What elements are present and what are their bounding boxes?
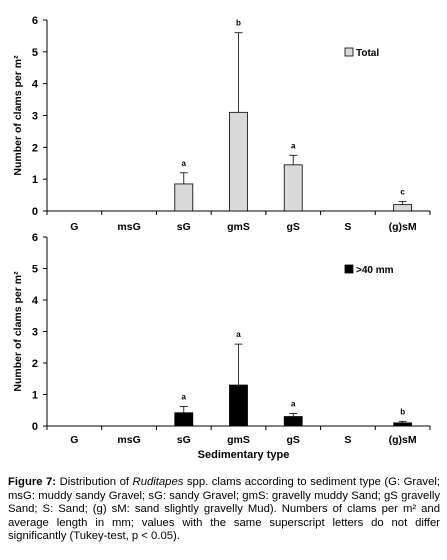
category-label: S bbox=[344, 434, 351, 446]
significance-letter: c bbox=[400, 187, 405, 196]
figure-caption: Figure 7: Distribution of Ruditapes spp.… bbox=[8, 476, 440, 544]
bar bbox=[283, 416, 303, 427]
category-label: G bbox=[70, 434, 78, 446]
category-label: (g)sM bbox=[389, 221, 417, 233]
caption-genus: Ruditapes bbox=[132, 476, 184, 488]
caption-text-rest: spp. clams according to sediment type (G… bbox=[8, 476, 440, 543]
y-tick-label: 1 bbox=[32, 174, 38, 186]
bar bbox=[229, 384, 248, 427]
chart-panel-2: 0 1 2 3 4 5 6 G msG sG gmS gS S (g)sM Number of clams … bbox=[12, 232, 431, 461]
category-label: gmS bbox=[227, 434, 250, 446]
category-label: G bbox=[70, 221, 78, 233]
category-label: gmS bbox=[227, 221, 250, 233]
y-tick-label: 5 bbox=[32, 264, 38, 276]
y-axis-title: Number of clams per m² bbox=[12, 55, 24, 176]
y-tick-label: 4 bbox=[32, 79, 39, 91]
category-label: sG bbox=[177, 221, 191, 233]
significance-letter: a bbox=[182, 159, 187, 168]
chart-panel-1: 0 1 2 3 4 5 6 G msG sG gmS gS S (g)sM Number of clams … bbox=[12, 15, 431, 233]
significance-letter: a bbox=[291, 399, 296, 408]
y-tick-label: 2 bbox=[32, 358, 38, 370]
bar bbox=[393, 422, 413, 427]
significance-letter: a bbox=[236, 330, 241, 339]
legend-swatch bbox=[344, 264, 354, 274]
caption-text-start: Distribution of bbox=[56, 476, 133, 488]
bar bbox=[174, 412, 194, 427]
legend-label: >40 mm bbox=[356, 265, 394, 276]
legend-label: Total bbox=[356, 48, 379, 59]
significance-letter: a bbox=[291, 141, 296, 150]
y-tick-label: 0 bbox=[32, 421, 38, 433]
category-label: S bbox=[344, 221, 351, 233]
category-label: msG bbox=[117, 434, 140, 446]
category-label: gS bbox=[287, 221, 300, 233]
y-tick-label: 3 bbox=[32, 111, 38, 123]
significance-letter: b bbox=[236, 19, 241, 28]
caption-label: Figure 7: bbox=[8, 476, 57, 488]
category-label: gS bbox=[287, 434, 300, 446]
legend-swatch bbox=[344, 47, 354, 57]
y-axis-title: Number of clams per m² bbox=[12, 271, 24, 392]
category-label: (g)sM bbox=[389, 434, 417, 446]
category-label: sG bbox=[177, 434, 191, 446]
significance-letter: b bbox=[400, 407, 405, 416]
y-tick-label: 1 bbox=[32, 390, 38, 402]
y-tick-label: 5 bbox=[32, 47, 38, 59]
y-tick-label: 0 bbox=[32, 206, 38, 218]
y-tick-label: 6 bbox=[32, 15, 38, 27]
bar bbox=[283, 164, 303, 212]
category-label: msG bbox=[117, 221, 140, 233]
y-tick-label: 2 bbox=[32, 142, 38, 154]
figure-charts: 0 1 2 3 4 5 6 G msG sG gmS gS S (g)sM Number of clams … bbox=[12, 15, 431, 461]
bar bbox=[229, 111, 248, 212]
significance-letter: a bbox=[182, 392, 187, 401]
bar bbox=[174, 183, 194, 212]
x-axis-title: Sedimentary type bbox=[198, 449, 290, 461]
y-tick-label: 6 bbox=[32, 232, 38, 244]
y-tick-label: 4 bbox=[32, 295, 39, 307]
bar bbox=[393, 204, 413, 212]
y-tick-label: 3 bbox=[32, 327, 38, 339]
